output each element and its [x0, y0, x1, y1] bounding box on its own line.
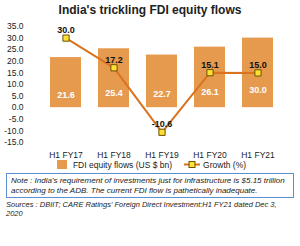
svg-text:-5.0: -5.0 [9, 114, 24, 124]
svg-text:22.7: 22.7 [153, 89, 171, 99]
svg-text:21.6: 21.6 [57, 90, 75, 100]
html-text:Growth (%): Growth (%) [203, 159, 247, 170]
svg-text:30.0: 30.0 [7, 33, 24, 43]
svg-text:10.0: 10.0 [7, 79, 24, 89]
svg-text:H1 FY20: H1 FY20 [193, 150, 227, 158]
svg-text:-10.6: -10.6 [152, 119, 173, 129]
svg-text:35.0: 35.0 [7, 21, 24, 31]
html-text:Sources : DBIIT; CARE Ratings': Sources : DBIIT; CARE Ratings' Foreign D… [6, 200, 277, 219]
html-text:Note : India's requirement of: Note : India's requirement of investment… [11, 176, 285, 195]
html-text:FDI equity flows (US $ bn): FDI equity flows (US $ bn) [72, 159, 173, 170]
svg-text:H1 FY17: H1 FY17 [49, 150, 83, 158]
svg-text:30.0: 30.0 [57, 25, 75, 35]
svg-text:20.0: 20.0 [7, 56, 24, 66]
svg-text:0.0: 0.0 [12, 102, 24, 112]
svg-text:5.0: 5.0 [12, 91, 24, 101]
svg-text:15.1: 15.1 [201, 60, 219, 70]
html-text:India's trickling FDI equity f: India's trickling FDI equity flows [58, 3, 242, 17]
svg-text:25.4: 25.4 [105, 88, 123, 98]
svg-text:17.2: 17.2 [105, 55, 123, 65]
svg-text:H1 FY18: H1 FY18 [97, 150, 131, 158]
svg-text:26.1: 26.1 [201, 87, 219, 97]
svg-text:H1 FY19: H1 FY19 [145, 150, 179, 158]
svg-text:-15.0: -15.0 [4, 137, 24, 147]
svg-text:25.0: 25.0 [7, 44, 24, 54]
svg-text:H1 FY21: H1 FY21 [241, 150, 275, 158]
svg-text:15.0: 15.0 [249, 60, 267, 70]
svg-text:-10.0: -10.0 [4, 126, 24, 136]
svg-text:15.0: 15.0 [7, 68, 24, 78]
svg-text:30.0: 30.0 [249, 85, 267, 95]
